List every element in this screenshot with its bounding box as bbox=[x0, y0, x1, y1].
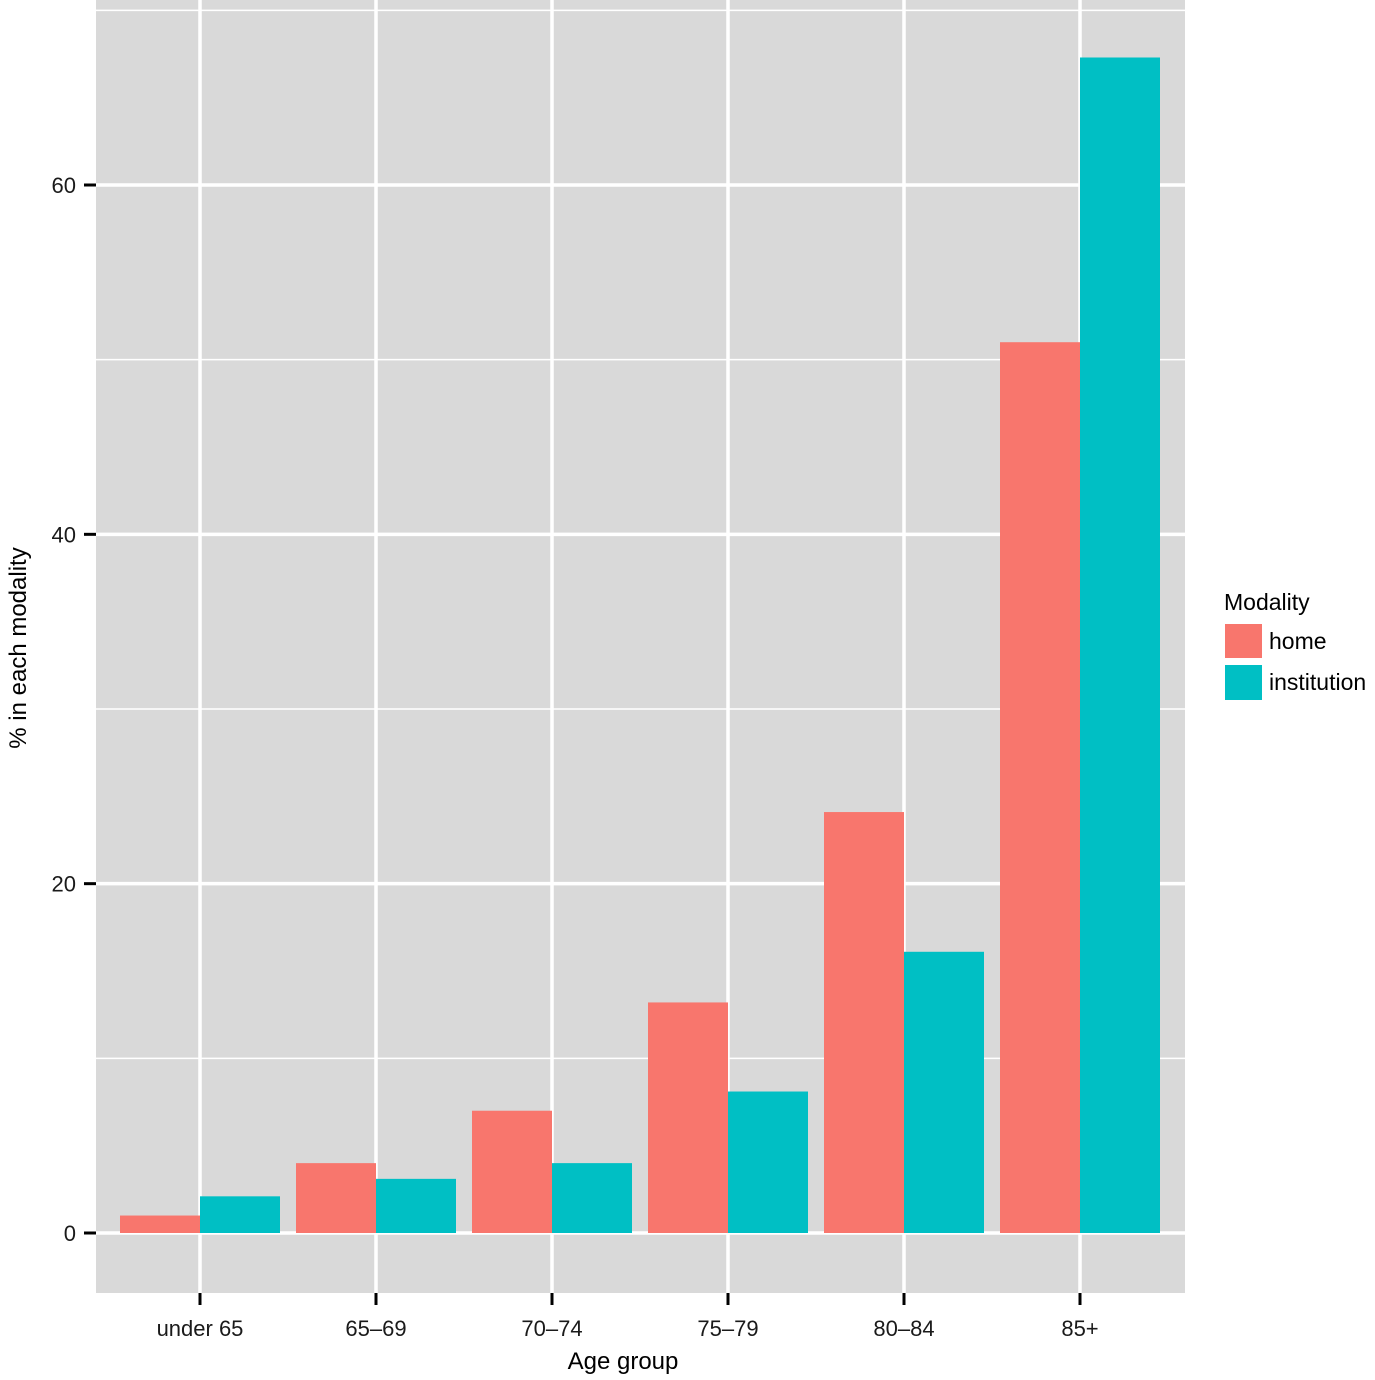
bar-home-4 bbox=[824, 812, 904, 1233]
bar-institution-0 bbox=[200, 1196, 280, 1233]
x-tick-label: 85+ bbox=[1061, 1316, 1098, 1341]
bar-institution-2 bbox=[552, 1163, 632, 1233]
y-tick-label: 40 bbox=[52, 522, 76, 547]
bar-institution-4 bbox=[904, 951, 984, 1233]
x-tick-label: 80–84 bbox=[873, 1316, 934, 1341]
x-tick-label: 65–69 bbox=[345, 1316, 406, 1341]
legend-label-institution: institution bbox=[1269, 669, 1366, 695]
bar-home-1 bbox=[296, 1163, 376, 1233]
y-tick-label: 60 bbox=[52, 173, 76, 198]
x-tick-label: 75–79 bbox=[697, 1316, 758, 1341]
y-tick-label: 20 bbox=[52, 872, 76, 897]
x-tick-label: 70–74 bbox=[521, 1316, 582, 1341]
bar-institution-1 bbox=[376, 1178, 456, 1233]
bars bbox=[120, 57, 1160, 1234]
y-tick-label: 0 bbox=[64, 1221, 76, 1246]
x-tick-label: under 65 bbox=[157, 1316, 244, 1341]
axes: 0 20 40 60 under 65 65–69 70–74 75–79 80–84 85+ bbox=[52, 173, 1099, 1341]
legend-swatch-institution bbox=[1225, 665, 1262, 700]
legend: Modality home institution bbox=[1224, 589, 1366, 700]
legend-label-home: home bbox=[1269, 628, 1327, 654]
bar-home-3 bbox=[648, 1002, 728, 1233]
bar-institution-3 bbox=[728, 1091, 808, 1233]
y-axis-title: % in each modality bbox=[5, 547, 32, 748]
bar-institution-5 bbox=[1080, 57, 1160, 1234]
legend-swatch-home bbox=[1225, 624, 1262, 658]
bar-home-0 bbox=[120, 1215, 200, 1233]
bar-home-5 bbox=[1000, 342, 1080, 1233]
bar-home-2 bbox=[472, 1110, 552, 1233]
legend-title: Modality bbox=[1224, 589, 1310, 615]
x-axis-title: Age group bbox=[568, 1348, 679, 1375]
